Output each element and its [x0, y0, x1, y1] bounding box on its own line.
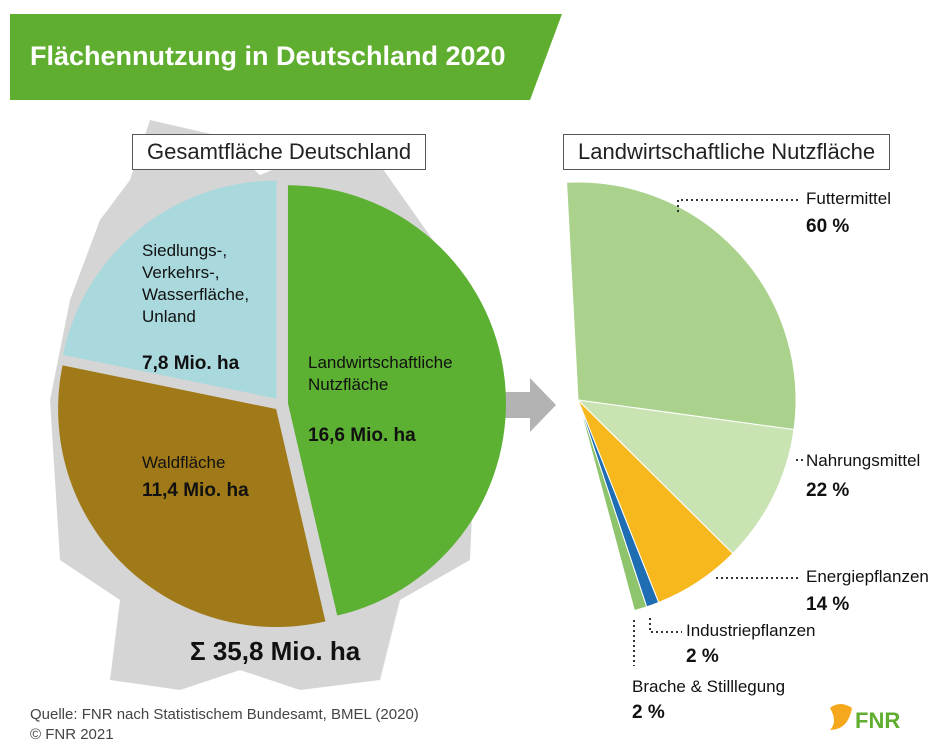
title-banner	[10, 14, 562, 100]
pie-slice	[566, 181, 797, 431]
slice-label: Nahrungsmittel	[806, 451, 921, 470]
slice-value: 2 %	[632, 702, 665, 723]
source: Quelle: FNR nach Statistischem Bundesamt…	[30, 706, 419, 723]
slice-value: 7,8 Mio. ha	[142, 353, 240, 374]
chart-title: Flächennutzung in Deutschland 2020	[30, 41, 506, 71]
leader-line	[677, 199, 800, 212]
slice-label: Industriepflanzen	[686, 621, 816, 640]
logo-text: FNR	[855, 708, 900, 733]
slice-label: Futtermittel	[806, 189, 892, 208]
slice-label: Waldfläche	[142, 453, 226, 472]
slice-value: 22 %	[806, 480, 850, 501]
pie-slice	[62, 180, 277, 399]
pie-title: Gesamtfläche Deutschland	[132, 134, 427, 170]
slice-value: 11,4 Mio. ha	[142, 480, 249, 501]
slice-value: 14 %	[806, 594, 850, 615]
slice-label: Siedlungs-, Verkehrs-, Wasserfläche, Unl…	[142, 241, 250, 326]
arrow	[505, 378, 556, 432]
pie-slice	[576, 399, 795, 555]
logo-icon	[830, 704, 852, 730]
pie-title: Landwirtschaftliche Nutzfläche	[563, 134, 891, 170]
leader-line	[649, 618, 682, 633]
slice-value: 16,6 Mio. ha	[308, 425, 416, 446]
pie-slice	[58, 365, 326, 628]
slice-value: 60 %	[806, 216, 850, 237]
slice-label: Energiepflanzen	[806, 567, 929, 586]
slice-label: Landwirtschaftliche Nutzfläche	[308, 353, 453, 394]
slice-label: Brache & Stilllegung	[632, 677, 786, 696]
slice-value: 2 %	[686, 646, 719, 667]
pie-slice	[287, 185, 506, 616]
copyright: © FNR 2021	[30, 726, 114, 743]
pie-slice	[577, 399, 648, 612]
total-label: Σ 35,8 Mio. ha	[190, 636, 361, 666]
